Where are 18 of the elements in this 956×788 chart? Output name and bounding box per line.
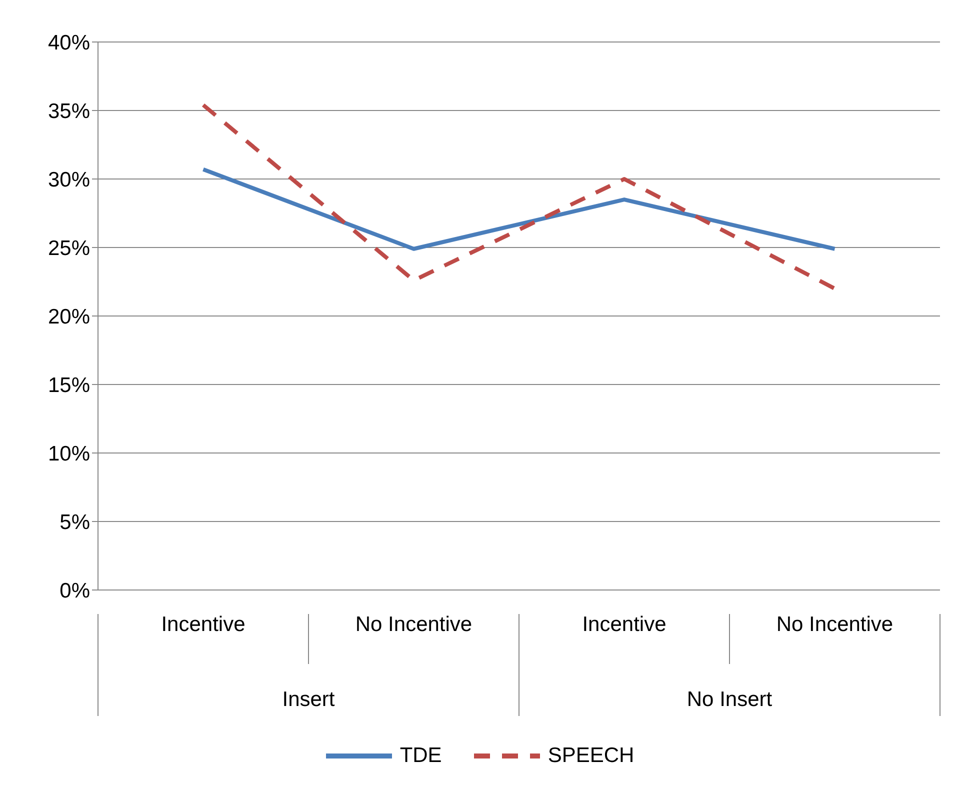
x-tick-label: No Incentive: [776, 612, 894, 636]
y-tick-label: 35%: [48, 100, 90, 123]
legend-label: SPEECH: [548, 744, 634, 768]
y-tick-label: 5%: [60, 510, 90, 534]
y-tick-label: 10%: [48, 442, 90, 466]
y-tick-label: 0%: [60, 579, 90, 602]
text: No Insert: [686, 688, 772, 711]
y-tick-label: 40%: [48, 31, 90, 54]
line-series: [201, 103, 837, 291]
y-tick-label: 30%: [48, 168, 90, 192]
y-tick-label: 15%: [48, 374, 90, 397]
legend-label: TDE: [400, 744, 442, 768]
y-tick-label: 20%: [48, 305, 90, 328]
x-tick-label: Incentive: [161, 612, 246, 636]
text: Insert: [282, 688, 335, 711]
x-tick-label: Incentive: [582, 612, 666, 636]
x-tick-label: No Incentive: [355, 612, 472, 636]
y-tick-label: 25%: [48, 236, 90, 260]
